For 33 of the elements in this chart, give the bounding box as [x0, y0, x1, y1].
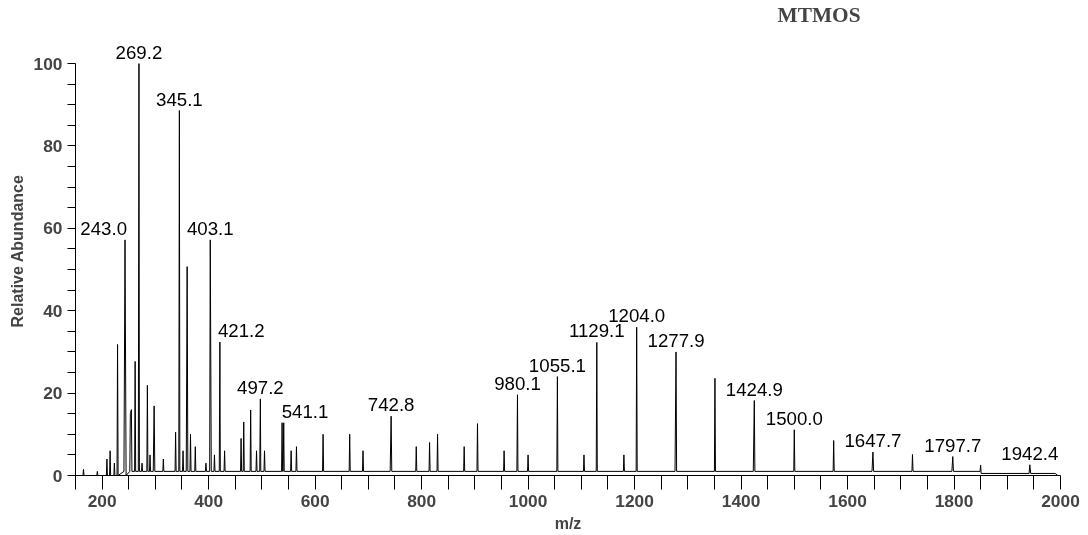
- x-tick-label: 200: [87, 490, 117, 511]
- annotation: 1942.4: [1001, 442, 1059, 464]
- x-tick-label: 400: [194, 490, 224, 511]
- annotation: 421.2: [217, 320, 265, 342]
- y-tick-label: 40: [43, 300, 63, 321]
- x-tick-label: 1000: [508, 490, 548, 511]
- annotation: 345.1: [156, 88, 203, 110]
- y-tick-label: 80: [43, 135, 63, 156]
- x-tick-label: 800: [407, 490, 437, 511]
- annotation: 1500.0: [765, 407, 823, 429]
- annotation: 403.1: [186, 217, 234, 239]
- x-tick-label: 1200: [615, 490, 654, 511]
- y-tick-label: 60: [43, 218, 63, 239]
- x-tick-label: 2000: [1041, 490, 1080, 511]
- annotation: 541.1: [281, 400, 329, 422]
- annotation: 269.2: [115, 41, 163, 63]
- annotation: 1424.9: [725, 378, 783, 400]
- x-tick-label: 1400: [721, 490, 761, 511]
- annotation: 1277.9: [647, 329, 705, 351]
- x-tick-label: 1600: [828, 490, 867, 511]
- chart-title: MTMOS: [777, 2, 861, 27]
- annotation: 1797.7: [924, 434, 982, 456]
- x-tick-label: 1800: [934, 490, 974, 511]
- annotation: 243.0: [80, 217, 128, 239]
- annotation: 497.2: [237, 376, 284, 398]
- annotation: 742.8: [367, 394, 415, 416]
- x-axis-title: m/z: [554, 514, 582, 532]
- x-tick-label: 600: [300, 490, 330, 511]
- y-tick-label: 0: [52, 465, 63, 486]
- y-axis-title: Relative Abundance: [8, 175, 26, 328]
- y-tick-label: 20: [43, 383, 63, 404]
- y-tick-label: 100: [33, 53, 63, 74]
- annotation: 1647.7: [844, 430, 902, 452]
